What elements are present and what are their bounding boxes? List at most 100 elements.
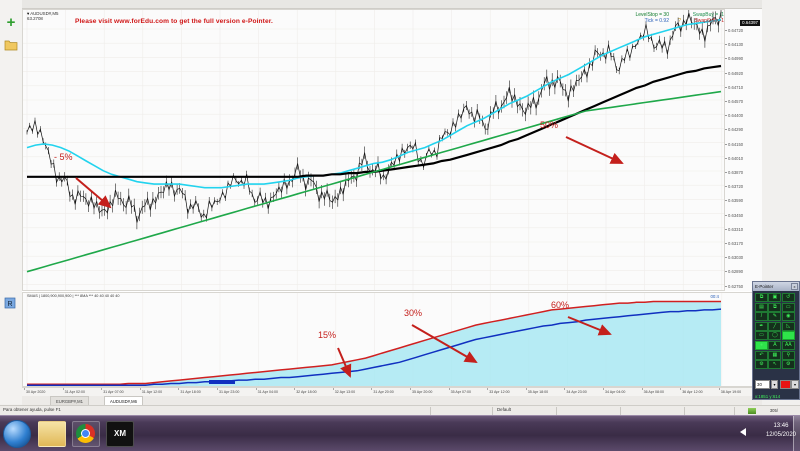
undo-icon[interactable]: ↶ bbox=[755, 350, 768, 360]
price-tick: 0.62890 bbox=[724, 269, 744, 275]
price-tick: 0.63720 bbox=[724, 184, 744, 190]
rect-outline-icon[interactable]: ▭ bbox=[781, 302, 795, 312]
show-desktop-button[interactable] bbox=[793, 416, 800, 451]
indicator-label: SMAS | 1800,900,900,900 | *** 8MA *** 40… bbox=[27, 294, 120, 298]
taskbar-clock[interactable]: 13:46 12/05/2020 bbox=[766, 422, 796, 440]
ellipse-icon[interactable]: ◯ bbox=[768, 331, 782, 341]
volume-icon[interactable] bbox=[740, 428, 746, 436]
settings-icon[interactable]: ⚙ bbox=[781, 360, 795, 370]
tick-value: Tick = 0.92 bbox=[644, 18, 669, 25]
time-tick: 35 Apr 20:00 bbox=[409, 388, 433, 394]
folder-icon[interactable] bbox=[4, 38, 18, 52]
time-tick: 33 Apr 12:00 bbox=[487, 388, 510, 394]
save-icon[interactable]: ▣ bbox=[768, 293, 782, 302]
time-tick: 31 Apr 12:00 bbox=[139, 388, 163, 394]
grid-icon[interactable]: ▦ bbox=[768, 350, 782, 360]
indicator-plot bbox=[26, 293, 723, 386]
explorer-icon[interactable] bbox=[38, 421, 66, 447]
chart-toolbar[interactable] bbox=[22, 0, 762, 9]
time-tick: 34 Apr 23:00 bbox=[564, 388, 587, 394]
price-tick: 0.64720 bbox=[724, 28, 744, 33]
time-tick: 31 Apr 04:00 bbox=[255, 388, 278, 394]
cursor-icon[interactable]: ↖ bbox=[768, 360, 782, 370]
symbol-label: ▾ AUDUSD#,M5 63.2708 bbox=[27, 11, 59, 22]
zoom-icon[interactable]: ⚲ bbox=[781, 350, 795, 360]
brush-size-input[interactable]: 30 bbox=[755, 380, 770, 389]
price-tick: 0.64920 bbox=[724, 70, 744, 76]
price-tick: 0.64400 bbox=[724, 113, 744, 119]
pen-icon[interactable]: ✒ bbox=[755, 321, 768, 331]
rectangle-icon[interactable]: ▭ bbox=[755, 331, 768, 341]
epointer-panel[interactable]: E-Pointer x ⧉ ▣ ↺ ▤ ⧉ ▭ / ✎ ◉ ✒ ╱ ◺ ▭ ◯ ● A AA ↶ ▦ ⚲ ⚙ ↖ ⚙ 30 ▾… bbox=[752, 281, 800, 400]
start-button-icon[interactable] bbox=[3, 420, 31, 448]
price-tick: 0.64010 bbox=[724, 155, 744, 161]
annotation-50: 50% bbox=[540, 120, 559, 130]
time-tick: 36 Apr 08:00 bbox=[641, 388, 664, 394]
time-tick: 31 Apr 23:00 bbox=[216, 388, 240, 394]
color-swatch[interactable] bbox=[780, 380, 791, 389]
annotation-minus5: - 5% bbox=[54, 152, 73, 162]
palette-icon[interactable]: ◉ bbox=[781, 312, 795, 322]
price-tick: 0.64130 bbox=[724, 42, 744, 48]
wrench-icon[interactable]: ⚙ bbox=[755, 360, 768, 370]
stats-right-column: SwapBuy = -1.00 SwapSell= -1.50 bbox=[693, 12, 731, 25]
price-tick: 0.63170 bbox=[724, 241, 744, 246]
left-toolbar[interactable]: + R bbox=[0, 0, 23, 404]
time-tick: 34 Apr 04:00 bbox=[602, 388, 626, 394]
epointer-close-icon[interactable]: x bbox=[791, 283, 798, 290]
tab-eurgbp[interactable]: EURGBP#,M1 bbox=[50, 396, 89, 405]
time-tick: 31 Apr 02:00 bbox=[62, 388, 85, 394]
text-aa-icon[interactable]: AA bbox=[781, 340, 795, 350]
tab-audusd[interactable]: AUDUSD#,M6 bbox=[104, 396, 143, 405]
time-tick: 30 Apr 2020 bbox=[23, 388, 46, 394]
annotation-60: 60% bbox=[551, 300, 570, 310]
price-tick: 0.63590 bbox=[724, 198, 744, 204]
price-tick: 0.63450 bbox=[724, 212, 744, 218]
indicator-subchart[interactable]: SMAS | 1800,900,900,900 | *** 8MA *** 40… bbox=[22, 292, 762, 387]
cursor-coordinates: x:1851 y:614 bbox=[755, 394, 781, 399]
epointer-controls[interactable]: 30 ▾ ▾ bbox=[755, 380, 799, 391]
eraser-icon[interactable]: ◺ bbox=[781, 321, 795, 331]
clock-time: 13:46 bbox=[773, 423, 789, 429]
main-price-chart[interactable]: ▾ AUDUSD#,M5 63.2708 Please visit www.fo… bbox=[22, 9, 762, 291]
dot-icon[interactable]: ● bbox=[755, 340, 768, 350]
metatrader-window: + R ▾ AUDUSD#,M5 63.2708 Please visit ww… bbox=[0, 0, 800, 415]
brush-size-chevron-down-icon[interactable]: ▾ bbox=[771, 380, 778, 389]
duplicate-icon[interactable]: ⧉ bbox=[768, 302, 782, 312]
time-tick: 35 Apr 07:00 bbox=[448, 388, 471, 394]
line-icon[interactable]: ╱ bbox=[768, 321, 782, 331]
time-tick: 32 Apr 18:00 bbox=[294, 388, 317, 394]
price-tick: 0.64150 bbox=[724, 141, 744, 147]
paste-icon[interactable]: ▤ bbox=[755, 302, 768, 312]
epointer-tool-grid[interactable]: ⧉ ▣ ↺ ▤ ⧉ ▭ / ✎ ◉ ✒ ╱ ◺ ▭ ◯ ● A AA ↶ ▦ ⚲ ⚙ ↖ ⚙ bbox=[755, 293, 799, 370]
fill-rect-icon[interactable] bbox=[781, 331, 795, 341]
chart-tab-bar[interactable]: EURGBP#,M1 AUDUSD#,M6 bbox=[22, 396, 762, 405]
time-axis[interactable]: 30 Apr 2020 31 Apr 02:00 31 Apr 07:00 31 Ap… bbox=[22, 387, 762, 397]
price-tick: 0.63870 bbox=[724, 170, 744, 175]
svg-text:R: R bbox=[7, 301, 12, 308]
chart-area: ▾ AUDUSD#,M5 63.2708 Please visit www.fo… bbox=[22, 0, 762, 404]
time-tick: 38 Apr 19:00 bbox=[718, 388, 742, 394]
indicator-icon[interactable]: R bbox=[4, 296, 18, 310]
price-plot bbox=[23, 10, 725, 290]
text-a-icon[interactable]: A bbox=[768, 340, 782, 350]
chrome-icon[interactable] bbox=[72, 421, 100, 447]
time-tick: 31 Apr 18:00 bbox=[178, 388, 201, 394]
help-question-icon: ? bbox=[678, 18, 681, 24]
epointer-title: E-Pointer x bbox=[753, 282, 799, 291]
promo-banner: Please visit www.forEdu.com to get the f… bbox=[75, 18, 273, 25]
copy-icon[interactable]: ⧉ bbox=[755, 293, 768, 302]
status-profile[interactable]: Default bbox=[497, 407, 511, 412]
color-chevron-down-icon[interactable]: ▾ bbox=[791, 380, 799, 389]
clock-date: 12/05/2020 bbox=[765, 432, 796, 438]
annotation-30: 30% bbox=[404, 308, 423, 318]
marker-icon[interactable]: ✎ bbox=[768, 312, 782, 322]
price-tick: 0.62750 bbox=[724, 283, 744, 289]
price-tick: 0.64710 bbox=[724, 84, 744, 90]
restore-icon[interactable]: ↺ bbox=[781, 293, 795, 302]
price-axis[interactable]: 0.64397 0.64720 0.64130 0.64990 0.64920 0.64… bbox=[724, 9, 762, 291]
xm-icon[interactable]: XM bbox=[106, 421, 134, 447]
plus-icon[interactable]: + bbox=[6, 14, 16, 31]
brush-icon[interactable]: / bbox=[755, 312, 768, 322]
